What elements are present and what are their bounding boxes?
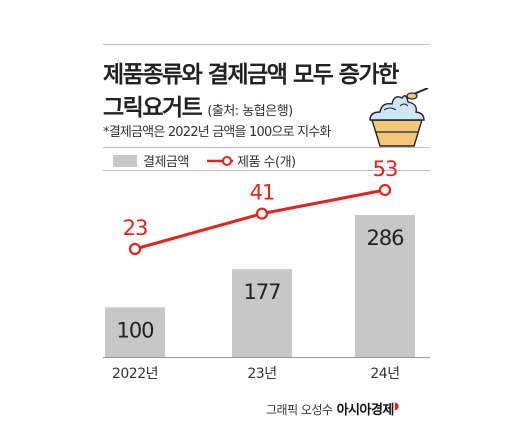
bar-value-label-2: 286 <box>366 226 404 250</box>
line-point-1 <box>255 207 269 220</box>
bar-0 <box>105 307 165 357</box>
credit: 그래픽 오성수 아시아경제◗ <box>266 399 399 418</box>
chart-title-line2: 그릭요거트 (출처: 농협은행) <box>103 88 293 122</box>
top-rule <box>103 44 430 45</box>
credit-text: 그래픽 오성수 <box>266 403 333 417</box>
chart-title-line2-text: 그릭요거트 <box>103 95 203 121</box>
brand-mark-icon: ◗ <box>393 401 399 412</box>
chart-title-line1: 제품종류와 결제금액 모두 증가한 <box>103 62 399 88</box>
line-value-label-2: 53 <box>373 157 398 181</box>
bar-value-label-1: 177 <box>243 280 280 304</box>
legend: 결제금액 제품 수(개) <box>103 147 430 171</box>
yogurt-cup-icon <box>369 88 429 147</box>
line-point-2 <box>378 183 392 197</box>
line-point-0 <box>128 242 142 256</box>
line-value-label-0: 23 <box>123 216 148 240</box>
bar-1 <box>232 269 292 357</box>
legend-item-bar: 결제금액 <box>113 151 189 170</box>
x-tick-label-2: 24년 <box>370 366 399 382</box>
legend-swatch-line <box>207 155 233 166</box>
bar-2 <box>355 215 415 357</box>
brand-name: 아시아경제 <box>336 403 395 418</box>
legend-item-line: 제품 수(개) <box>207 151 296 170</box>
legend-label-bar: 결제금액 <box>143 155 189 170</box>
footnote: *결제금액은 2022년 금액을 100으로 지수화 <box>103 125 331 140</box>
legend-swatch-bar <box>113 154 137 167</box>
legend-label-line: 제품 수(개) <box>237 155 296 170</box>
bar-value-label-0: 100 <box>116 318 153 342</box>
source-label: (출처: 농협은행) <box>207 104 293 119</box>
x-tick-label-1: 23년 <box>247 366 276 382</box>
line-value-label-1: 41 <box>250 181 275 205</box>
x-tick-label-0: 2022년 <box>112 366 158 382</box>
